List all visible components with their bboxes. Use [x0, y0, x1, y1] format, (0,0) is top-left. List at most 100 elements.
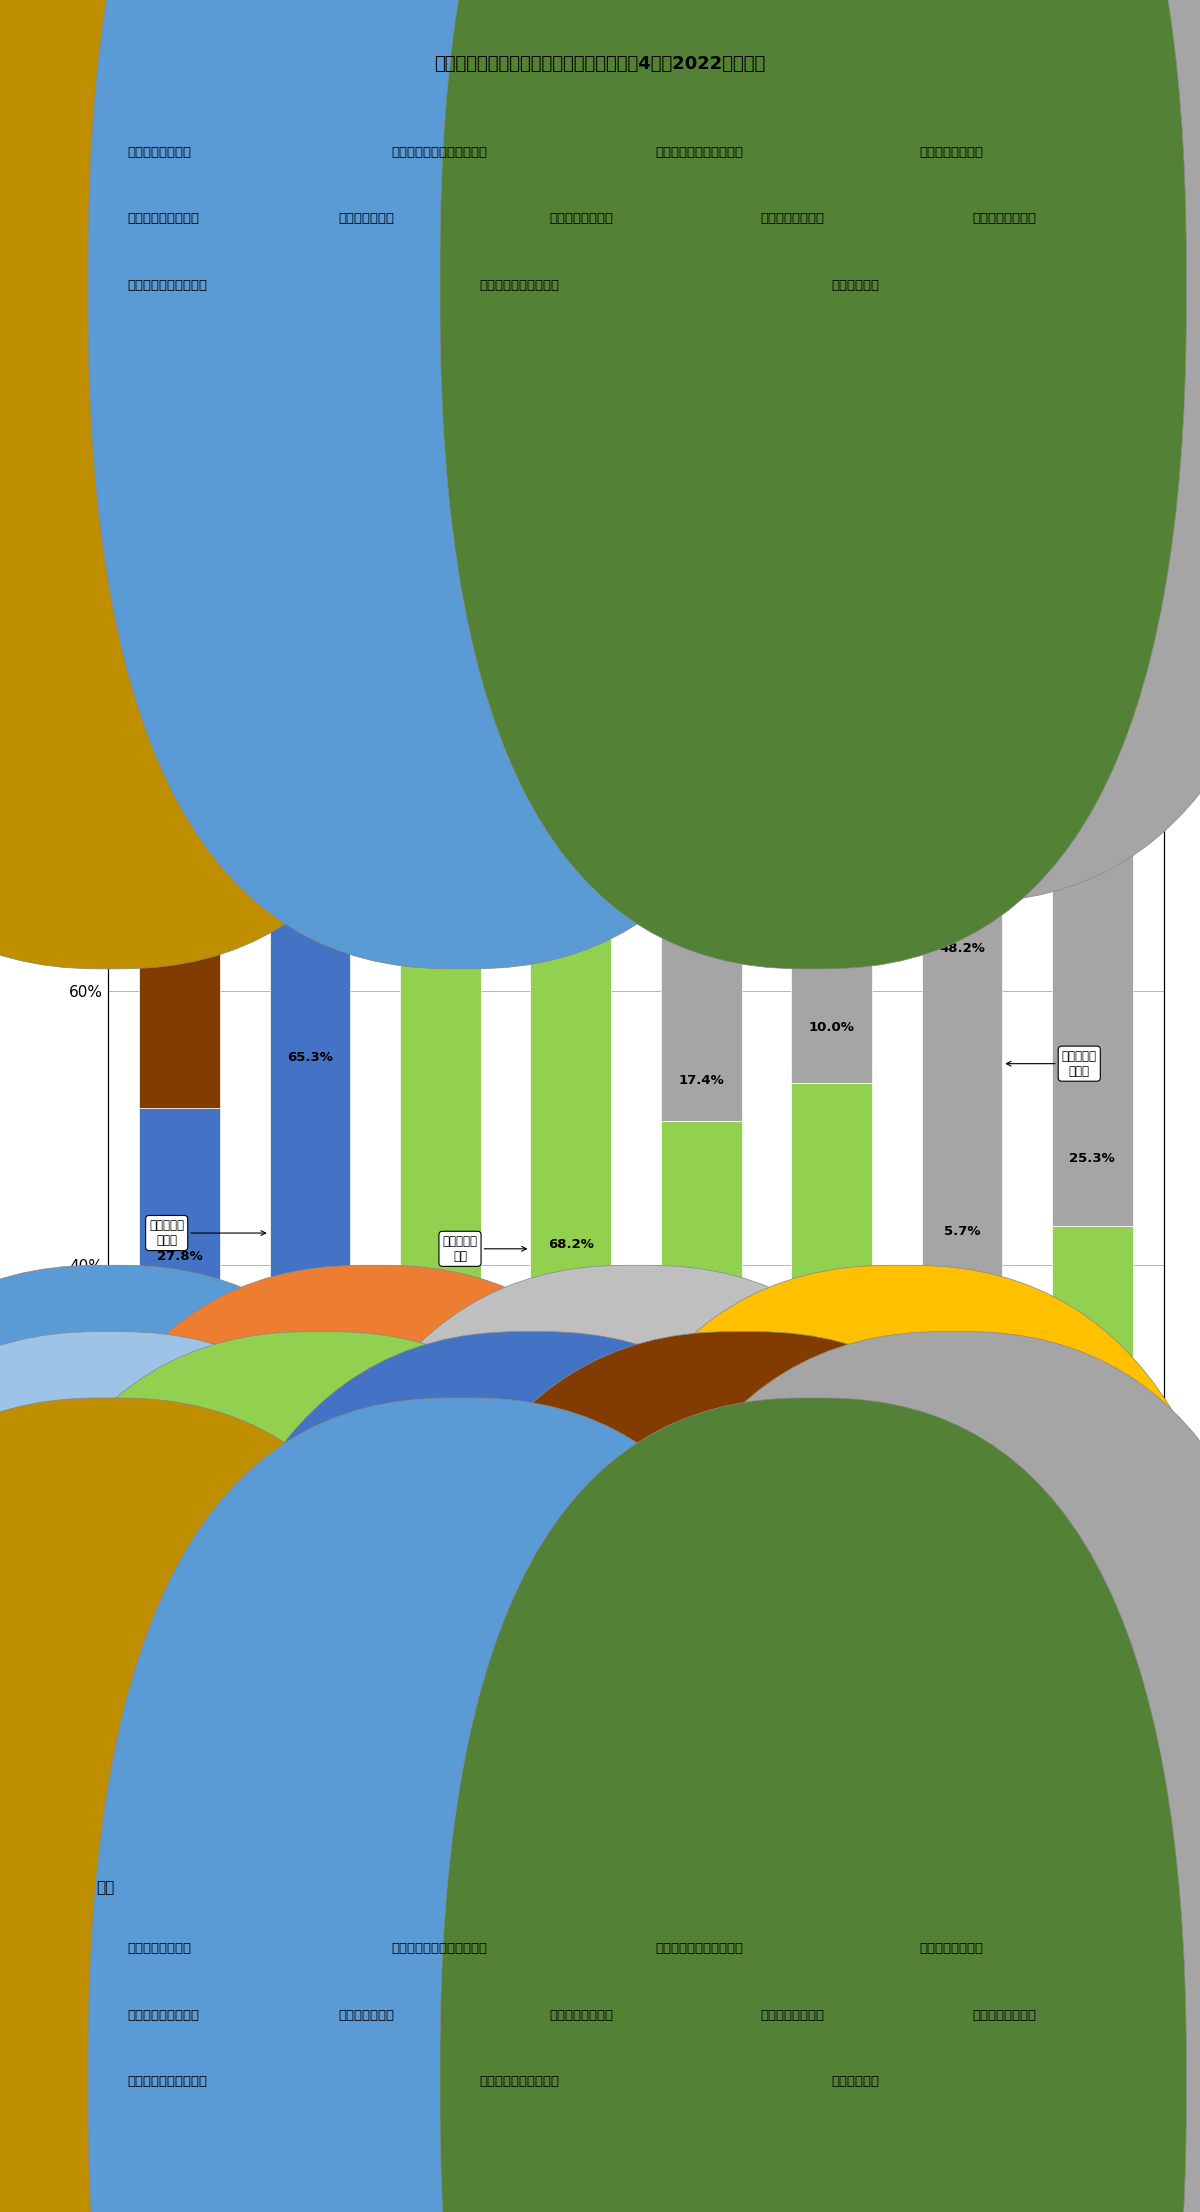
Text: 10.0%: 10.0% [809, 1020, 854, 1033]
Text: 9.5%: 9.5% [683, 1683, 720, 1697]
Text: 25.0%: 25.0% [940, 1577, 985, 1590]
Text: 48.7%: 48.7% [809, 1418, 854, 1431]
Text: 車両相互・右折時: 車両相互・右折時 [761, 212, 824, 226]
Text: 27.8%: 27.8% [678, 1524, 724, 1537]
Bar [400, 1801, 481, 1807]
Text: 再掲: 再掲 [96, 1880, 114, 1896]
Text: 18.9%: 18.9% [809, 688, 854, 701]
Bar [661, 1385, 742, 1807]
Text: 人対車両・横断歩道横断中: 人対車両・横断歩道横断中 [391, 1942, 487, 1955]
Bar [270, 1745, 350, 1752]
Bar [1052, 810, 1133, 1225]
Text: 車両相互・右折時: 車両相互・右折時 [761, 2008, 824, 2022]
Bar [139, 1588, 220, 1595]
Text: 7.8%: 7.8% [292, 1535, 329, 1548]
Bar [139, 1108, 220, 1444]
Text: 車両相互・追突: 車両相互・追突 [338, 212, 395, 226]
Bar [922, 732, 1002, 1394]
Bar [661, 520, 742, 599]
Text: 人対車両・その他: 人対車両・その他 [919, 1942, 983, 1955]
Text: 車両相互・正面衝突: 車両相互・正面衝突 [127, 212, 199, 226]
Bar [270, 613, 350, 679]
Bar [139, 442, 220, 679]
Text: 25.3%: 25.3% [1069, 1152, 1115, 1166]
Text: 68.2%: 68.2% [548, 1239, 594, 1252]
Bar [791, 442, 872, 701]
Bar [1052, 801, 1133, 810]
Text: 車両相互・
正面衝突: 車両相互・ 正面衝突 [572, 1582, 656, 1610]
Bar [530, 1807, 611, 1814]
Text: 67.2%: 67.2% [418, 1307, 463, 1321]
Text: 車両単独・他: 車両単独・他 [832, 2075, 880, 2088]
Text: 24.6%: 24.6% [157, 898, 203, 911]
Bar [400, 1794, 481, 1801]
Bar [270, 679, 350, 785]
Text: 事故類型・道路形状（線形）構成率【令和4年（2022年）中】: 事故類型・道路形状（線形）構成率【令和4年（2022年）中】 [434, 55, 766, 73]
Bar [922, 668, 1002, 732]
Text: 車両単独・工作物衝突: 車両単独・工作物衝突 [127, 2075, 208, 2088]
Bar [791, 1759, 872, 1814]
Text: 17.7%: 17.7% [157, 557, 203, 571]
Text: 車両単独・逸脱・転落: 車両単独・逸脱・転落 [479, 279, 559, 292]
Bar [270, 573, 350, 613]
Bar [530, 781, 611, 1717]
Text: 車両相互・
追突: 車両相互・ 追突 [312, 1316, 396, 1345]
Bar [139, 1595, 220, 1814]
Bar [922, 1394, 1002, 1736]
Text: 車両相互・出会頭: 車両相互・出会頭 [550, 2008, 613, 2022]
Text: 人対車両・通行中: 人対車両・通行中 [127, 146, 191, 159]
Text: 人対車両・その他横断中: 人対車両・その他横断中 [655, 146, 743, 159]
Text: 車両相互・その他: 車両相互・その他 [972, 212, 1036, 226]
Bar [1052, 1745, 1133, 1814]
Bar [400, 790, 481, 867]
Text: 5.6%: 5.6% [422, 1756, 458, 1767]
Bar [270, 785, 350, 1681]
Bar [791, 947, 872, 1084]
Text: 人対車両・その他: 人対車両・その他 [919, 146, 983, 159]
Bar [791, 1084, 872, 1750]
Text: 4.2%: 4.2% [1074, 1778, 1111, 1792]
Bar [270, 1739, 350, 1745]
Text: 30.5%: 30.5% [1069, 1542, 1115, 1555]
Text: 27.8%: 27.8% [157, 1250, 203, 1263]
Text: 6.6%: 6.6% [552, 1763, 589, 1774]
Text: 車両相互・追突: 車両相互・追突 [338, 2008, 395, 2022]
Text: 14.3%: 14.3% [418, 628, 463, 641]
Bar [1052, 1225, 1133, 1728]
Text: 25.0%: 25.0% [678, 799, 724, 812]
Bar [791, 701, 872, 947]
Text: 65.3%: 65.3% [287, 1051, 334, 1064]
Bar [400, 442, 481, 633]
Text: 17.4%: 17.4% [678, 1073, 724, 1086]
Text: 車両相互・その他: 車両相互・その他 [972, 2008, 1036, 2022]
Text: 車両相互・
追突: 車両相互・ 追突 [443, 1234, 527, 1263]
Bar [1052, 726, 1133, 801]
Text: 車両単独・逸脱・転落: 車両単独・逸脱・転落 [479, 2075, 559, 2088]
Bar [922, 1743, 1002, 1750]
Text: 人対車両・通行中: 人対車両・通行中 [127, 1942, 191, 1955]
Bar [530, 1717, 611, 1807]
Bar [270, 1681, 350, 1739]
Bar [400, 1807, 481, 1814]
Bar [791, 1750, 872, 1759]
Text: 車両相互・正面衝突: 車両相互・正面衝突 [127, 2008, 199, 2022]
Text: 48.2%: 48.2% [938, 942, 985, 956]
Text: 人対車両・横断歩道横断中: 人対車両・横断歩道横断中 [391, 146, 487, 159]
Text: 車両相互・
追突: 車両相互・ 追突 [1136, 1462, 1200, 1491]
Bar [139, 726, 220, 1108]
Text: 9.9%: 9.9% [162, 1513, 198, 1526]
Text: 4.6%: 4.6% [943, 1776, 980, 1790]
Bar [661, 442, 742, 520]
Bar [661, 1121, 742, 1385]
Bar [400, 633, 481, 783]
Text: 車両相互・出会頭: 車両相互・出会頭 [550, 212, 613, 226]
Bar [922, 1736, 1002, 1743]
Bar [139, 1444, 220, 1582]
Text: 4.2%: 4.2% [292, 1710, 329, 1723]
Bar [922, 442, 1002, 495]
Text: 車両単独・工作物衝突: 車両単独・工作物衝突 [127, 279, 208, 292]
Bar [1052, 442, 1133, 726]
Text: 4.7%: 4.7% [943, 1281, 980, 1294]
Bar [530, 593, 611, 781]
Text: 4.7%: 4.7% [292, 1632, 329, 1646]
